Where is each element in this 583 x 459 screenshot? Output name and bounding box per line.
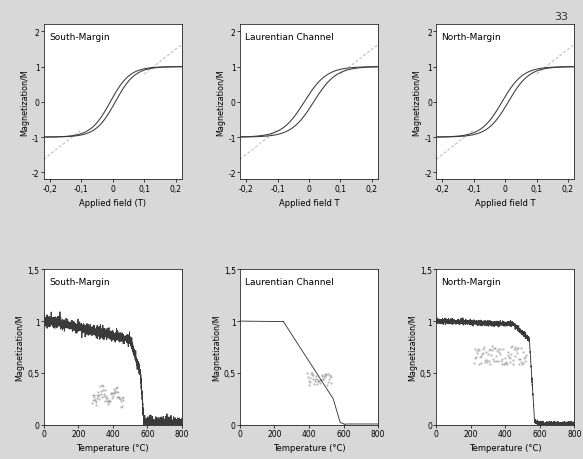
Y-axis label: Magnetization/M: Magnetization/M xyxy=(216,69,226,136)
X-axis label: Temperature (°C): Temperature (°C) xyxy=(469,443,542,452)
Text: Laurentian Channel: Laurentian Channel xyxy=(245,278,334,286)
X-axis label: Applied field T: Applied field T xyxy=(279,199,339,207)
Text: 33: 33 xyxy=(554,11,568,22)
X-axis label: Temperature (°C): Temperature (°C) xyxy=(76,443,149,452)
Text: South-Margin: South-Margin xyxy=(49,33,110,42)
Y-axis label: Magnetization/M: Magnetization/M xyxy=(16,314,24,381)
X-axis label: Applied field (T): Applied field (T) xyxy=(79,199,146,207)
Y-axis label: Magnetization/M: Magnetization/M xyxy=(413,69,422,136)
X-axis label: Temperature (°C): Temperature (°C) xyxy=(273,443,345,452)
Text: North-Margin: North-Margin xyxy=(441,33,501,42)
X-axis label: Applied field T: Applied field T xyxy=(475,199,535,207)
Y-axis label: Magnetization/M: Magnetization/M xyxy=(212,314,221,381)
Text: Laurentian Channel: Laurentian Channel xyxy=(245,33,334,42)
Y-axis label: Magnetization/M: Magnetization/M xyxy=(408,314,417,381)
Text: South-Margin: South-Margin xyxy=(49,278,110,286)
Y-axis label: Magnetization/M: Magnetization/M xyxy=(20,69,29,136)
Text: North-Margin: North-Margin xyxy=(441,278,501,286)
